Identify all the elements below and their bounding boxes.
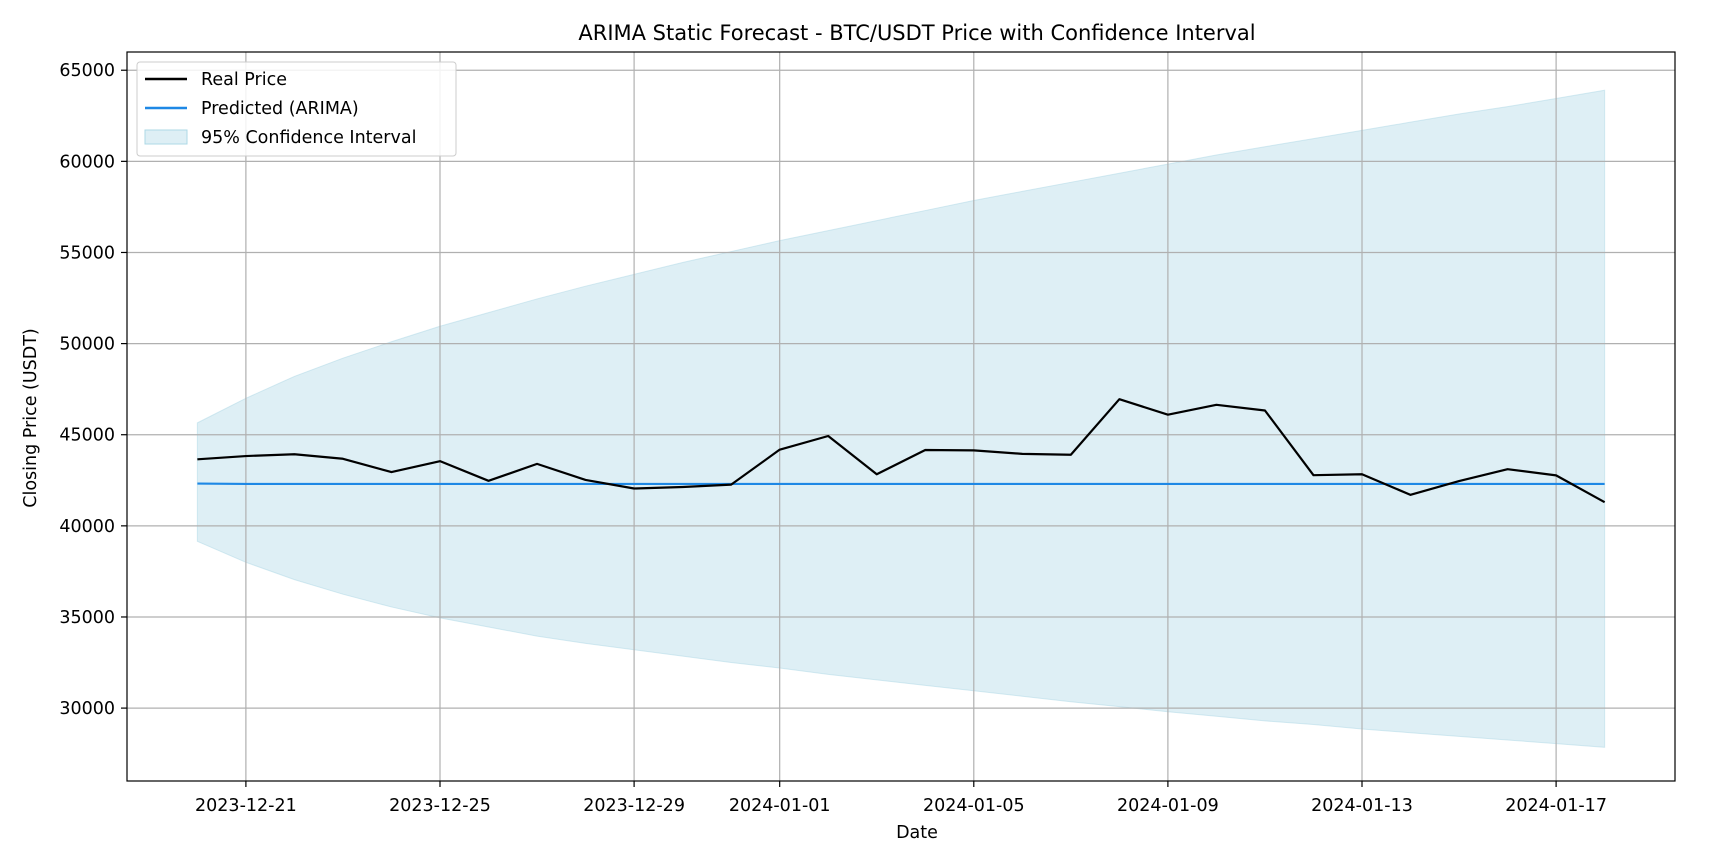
legend-label-predicted: Predicted (ARIMA) bbox=[201, 99, 359, 119]
chart-title: ARIMA Static Forecast - BTC/USDT Price w… bbox=[578, 21, 1255, 45]
legend-box bbox=[136, 61, 457, 157]
x-tick-label: 2023-12-29 bbox=[583, 796, 685, 816]
x-tick-label: 2024-01-17 bbox=[1505, 796, 1607, 816]
x-tick-label: 2024-01-13 bbox=[1311, 796, 1413, 816]
x-tick-label: 2024-01-05 bbox=[923, 796, 1025, 816]
grid-layer bbox=[127, 52, 1675, 781]
y-tick-label: 65000 bbox=[59, 61, 115, 81]
y-tick-label: 55000 bbox=[59, 243, 115, 263]
x-axis: 2023-12-21 2023-12-25 2023-12-29 2024-01-01… bbox=[195, 781, 1607, 816]
y-tick-label: 30000 bbox=[59, 699, 115, 719]
series-lines-layer bbox=[197, 398, 1606, 504]
y-tick-label: 35000 bbox=[59, 608, 115, 628]
real-price-line bbox=[197, 398, 1606, 504]
legend-swatch-confidence-interval bbox=[144, 129, 188, 145]
x-tick-label: 2024-01-01 bbox=[729, 796, 831, 816]
y-axis: 30000 35000 40000 45000 50000 55000 60000 65000 bbox=[59, 61, 127, 719]
x-tick-label: 2023-12-21 bbox=[195, 796, 297, 816]
y-tick-label: 60000 bbox=[59, 152, 115, 172]
y-axis-label: Closing Price (USDT) bbox=[21, 328, 41, 508]
x-axis-label: Date bbox=[896, 823, 938, 843]
y-tick-label: 40000 bbox=[59, 517, 115, 537]
plot-frame bbox=[126, 51, 1676, 782]
y-tick-label: 45000 bbox=[59, 426, 115, 446]
plot-area bbox=[126, 51, 1676, 782]
legend-label-confidence-interval: 95% Confidence Interval bbox=[201, 128, 416, 148]
legend: Real Price Predicted (ARIMA) 95% Confide… bbox=[136, 61, 457, 157]
y-tick-label: 50000 bbox=[59, 335, 115, 355]
x-tick-label: 2024-01-09 bbox=[1117, 796, 1219, 816]
legend-label-real-price: Real Price bbox=[201, 70, 287, 90]
x-tick-label: 2023-12-25 bbox=[389, 796, 491, 816]
